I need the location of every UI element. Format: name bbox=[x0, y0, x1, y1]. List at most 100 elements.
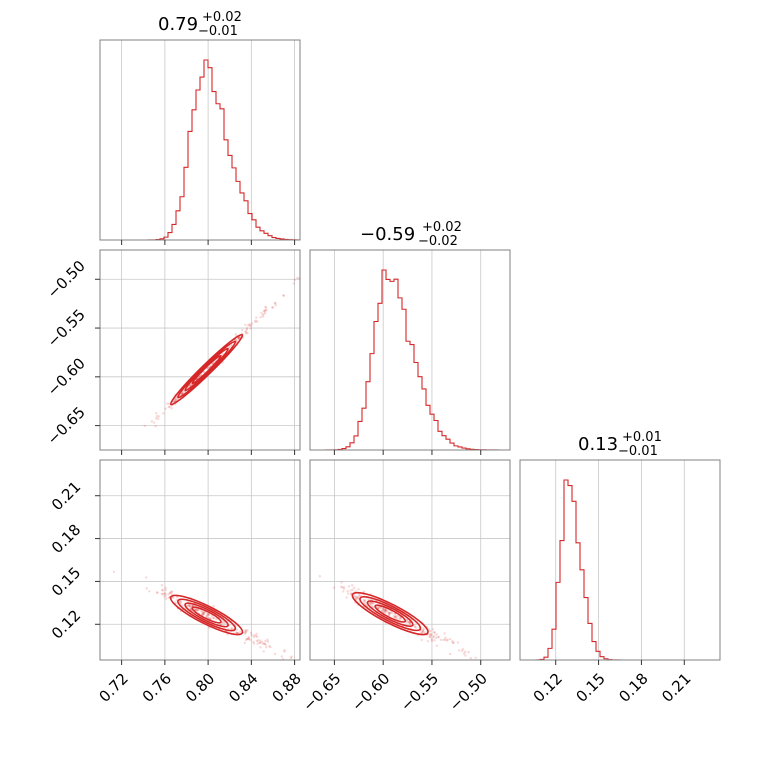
sample-point bbox=[211, 362, 214, 366]
sample-point bbox=[161, 593, 165, 596]
sample-point bbox=[296, 276, 299, 280]
sample-point bbox=[263, 642, 266, 645]
sample-point bbox=[370, 603, 373, 606]
contour-level-2 bbox=[366, 600, 414, 627]
sample-point bbox=[189, 605, 192, 609]
sample-point bbox=[247, 637, 250, 640]
sample-point bbox=[164, 594, 168, 597]
sample-point bbox=[170, 590, 173, 594]
sample-point bbox=[408, 621, 411, 624]
sample-point bbox=[264, 311, 267, 314]
sample-point bbox=[388, 612, 392, 615]
sample-point bbox=[188, 604, 192, 608]
sample-point bbox=[435, 633, 438, 636]
sample-point bbox=[451, 640, 454, 643]
sample-point bbox=[143, 424, 146, 428]
sample-point bbox=[386, 610, 390, 614]
sample-point bbox=[201, 613, 204, 616]
sample-point bbox=[210, 615, 214, 618]
sample-point bbox=[197, 608, 200, 611]
sample-point bbox=[250, 634, 253, 637]
sample-point bbox=[345, 596, 348, 599]
x-tick-label: 0.80 bbox=[182, 670, 218, 706]
sample-point bbox=[380, 609, 384, 612]
contour-level-1 bbox=[191, 606, 222, 624]
sample-point bbox=[207, 612, 210, 616]
sample-point bbox=[394, 616, 397, 620]
sample-point bbox=[273, 652, 277, 656]
x-tick-label: −0.55 bbox=[397, 670, 442, 715]
sample-point bbox=[212, 616, 215, 620]
sample-point bbox=[413, 626, 417, 629]
sample-point bbox=[244, 632, 247, 635]
sample-point bbox=[464, 654, 467, 657]
sample-point bbox=[434, 636, 438, 640]
sample-point bbox=[340, 581, 343, 584]
sample-point bbox=[203, 611, 206, 614]
sample-point bbox=[235, 631, 239, 635]
panel-frame bbox=[99, 459, 301, 661]
scatter-panel-0-2 bbox=[95, 459, 301, 665]
sample-point bbox=[167, 405, 170, 409]
sample-point bbox=[249, 631, 253, 635]
panel-frame bbox=[99, 249, 301, 451]
sample-point bbox=[408, 623, 412, 627]
sample-point bbox=[155, 591, 159, 594]
x-tick-label: 0.88 bbox=[268, 670, 304, 706]
sample-point bbox=[377, 606, 380, 610]
sample-point bbox=[342, 590, 345, 593]
sample-point bbox=[430, 639, 434, 642]
sample-point bbox=[214, 617, 218, 621]
sample-point bbox=[167, 592, 170, 596]
sample-point bbox=[168, 402, 171, 406]
sample-point bbox=[163, 592, 166, 595]
sample-point bbox=[381, 607, 385, 611]
sample-point bbox=[188, 384, 192, 387]
contour-level-1 bbox=[374, 604, 407, 623]
sample-point bbox=[189, 384, 192, 387]
sample-point bbox=[255, 639, 259, 643]
sample-point bbox=[364, 601, 367, 605]
sample-point bbox=[265, 306, 268, 309]
contour-level-4 bbox=[351, 591, 429, 636]
sample-point bbox=[399, 617, 402, 620]
y-tick-label: 0.12 bbox=[48, 606, 84, 642]
sample-point bbox=[201, 610, 204, 613]
sample-point bbox=[414, 626, 418, 629]
sample-point bbox=[405, 618, 409, 622]
sample-point bbox=[112, 570, 116, 573]
sample-point bbox=[283, 650, 286, 653]
sample-point bbox=[426, 639, 430, 643]
sample-point bbox=[244, 330, 247, 333]
sample-point bbox=[234, 631, 238, 634]
sample-point bbox=[439, 638, 443, 642]
sample-point bbox=[339, 585, 343, 588]
sample-point bbox=[351, 584, 354, 587]
sample-point bbox=[408, 621, 412, 625]
sample-point bbox=[243, 641, 246, 645]
sample-point bbox=[248, 638, 252, 642]
sample-point bbox=[377, 606, 380, 610]
sample-point bbox=[266, 640, 270, 643]
sample-point bbox=[444, 636, 447, 639]
sample-point bbox=[283, 649, 286, 652]
sample-point bbox=[384, 608, 388, 611]
sample-point bbox=[172, 596, 175, 599]
sample-point bbox=[262, 312, 266, 316]
sample-point bbox=[172, 399, 175, 403]
sample-point bbox=[258, 641, 261, 645]
sample-point bbox=[383, 609, 387, 612]
sample-point bbox=[155, 414, 159, 418]
sample-point bbox=[435, 644, 438, 647]
sample-point bbox=[445, 639, 448, 642]
panel-title-plus: +0.02 bbox=[422, 220, 462, 235]
sample-point bbox=[269, 645, 272, 649]
sample-point bbox=[431, 628, 435, 631]
sample-point bbox=[169, 591, 172, 595]
sample-point bbox=[354, 595, 357, 598]
sample-point bbox=[245, 327, 249, 330]
sample-point bbox=[230, 628, 234, 631]
sample-point bbox=[246, 629, 249, 632]
sample-point bbox=[200, 609, 203, 613]
sample-point bbox=[196, 608, 199, 612]
